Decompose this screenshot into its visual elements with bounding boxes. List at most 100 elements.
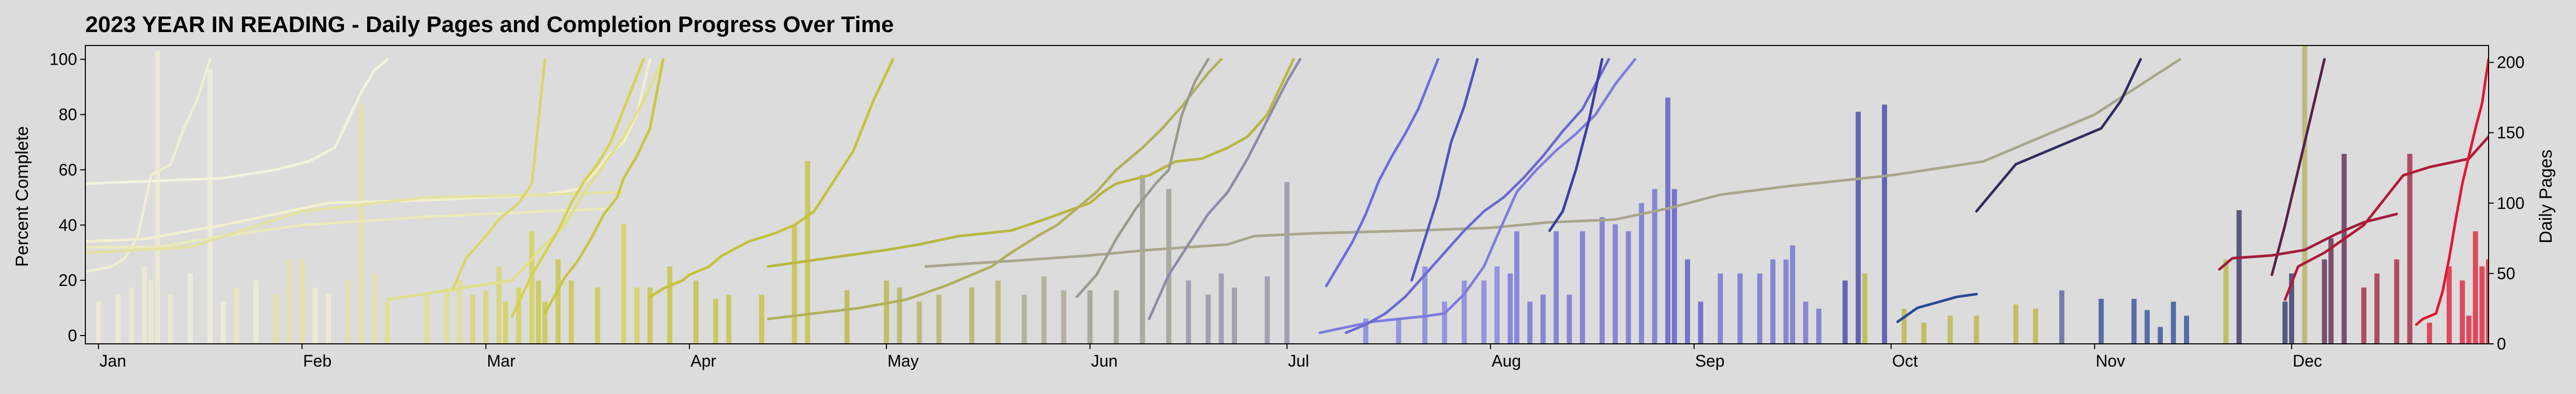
daily-pages-bar [1671,189,1677,344]
x-tick-label: Feb [303,352,332,370]
daily-pages-bar [1816,308,1821,344]
daily-pages-bar [286,259,292,344]
daily-pages-bar [1842,280,1848,344]
daily-pages-bar [1856,111,1861,344]
daily-pages-bar [667,266,672,344]
completion-line [85,58,389,185]
completion-line [2283,134,2489,301]
daily-pages-bar [457,280,462,344]
daily-pages-bar [1698,301,1704,344]
y-tick-label: 40 [58,216,77,234]
daily-pages-bar [1902,308,1907,344]
completion-line [2218,213,2398,271]
y-tick-label: 100 [50,50,77,69]
y2-tick-label: 200 [2497,53,2524,72]
daily-pages-bar [542,301,548,344]
daily-pages-bar [358,104,364,344]
daily-pages-bar [884,280,889,344]
daily-pages-bar [1639,203,1645,344]
daily-pages-bar [1862,273,1867,344]
daily-pages-bar [503,301,508,344]
daily-pages-bar [148,280,154,344]
daily-pages-bar [115,294,121,344]
daily-pages-bar [1166,189,1171,344]
daily-pages-bar [1514,231,1519,344]
daily-pages-bar [995,280,1001,344]
completion-line [85,190,625,254]
daily-pages-bar [2236,210,2242,344]
daily-pages-bar [2486,259,2489,344]
daily-pages-bar [1881,104,1887,344]
daily-pages-bar [207,69,213,344]
y2-tick-label: 100 [2497,194,2524,213]
daily-pages-bar [1783,259,1789,344]
completion-line [1896,293,1978,323]
daily-pages-bar [595,287,600,344]
daily-pages-bar [759,294,764,344]
x-tick-label: Jul [1288,352,1309,370]
daily-pages-bar [1947,315,1953,344]
daily-pages-bar [1508,273,1513,344]
daily-pages-bar [2282,301,2288,344]
completion-line [1410,58,1479,282]
completion-line [1318,58,1636,335]
daily-pages-bar [2473,231,2478,344]
daily-pages-bar [693,280,699,344]
daily-pages-bar [1579,231,1585,344]
completion-line [767,58,1295,268]
daily-pages-bar [2183,315,2189,344]
daily-pages-bar [2407,154,2413,344]
daily-pages-bar [1803,301,1809,344]
daily-pages-bar [253,280,259,344]
daily-pages-bar [621,224,627,344]
x-tick-label: Nov [2096,352,2125,370]
daily-pages-bar [1363,319,1368,344]
y-tick-label: 0 [68,326,77,345]
daily-pages-bar [1041,276,1047,344]
daily-pages-bar [2328,238,2334,344]
daily-pages-bar [1442,301,1448,344]
daily-pages-bar [2341,154,2347,344]
x-tick-label: Jun [1091,352,1118,370]
daily-pages-bar [536,280,541,344]
daily-pages-bar [1554,231,1559,344]
daily-pages-bar [385,301,390,344]
daily-pages-bar [1599,217,1605,344]
completion-line [451,58,547,290]
daily-pages-bar [188,273,193,344]
completion-line [1325,58,1439,287]
daily-pages-bar [483,290,489,344]
daily-pages-bar [1021,294,1027,344]
completion-line [1548,58,1604,232]
completion-line [386,58,665,301]
completion-line [1975,58,2142,213]
daily-pages-bar [470,294,476,344]
daily-pages-bar [1613,224,1618,344]
daily-pages-bar [1422,266,1428,344]
daily-pages-bar [2466,315,2472,344]
completion-line [2270,58,2326,276]
daily-pages-bar [2013,304,2018,344]
daily-pages-bar [713,298,718,344]
daily-pages-bar [1218,273,1224,344]
completion-line [1075,58,1210,298]
daily-pages-bar [345,280,351,344]
x-tick-label: Jan [99,352,126,370]
daily-pages-bar [371,273,377,344]
y-axis-label: Percent Complete [12,126,32,267]
x-tick-label: Dec [2293,352,2322,370]
completion-line [85,58,212,274]
daily-pages-bar [220,301,226,344]
daily-pages-bar [805,161,810,344]
daily-pages-bar [1113,290,1119,344]
chart-title: 2023 YEAR IN READING - Daily Pages and C… [85,12,894,37]
completion-line [1148,58,1302,321]
daily-pages-bar [2032,308,2038,344]
daily-pages-bar [96,301,101,344]
daily-pages-bar [555,259,561,344]
daily-pages-bar [916,301,922,344]
completion-lines [85,58,2489,335]
daily-pages-bar [936,294,942,344]
daily-pages-bar [2322,259,2327,344]
